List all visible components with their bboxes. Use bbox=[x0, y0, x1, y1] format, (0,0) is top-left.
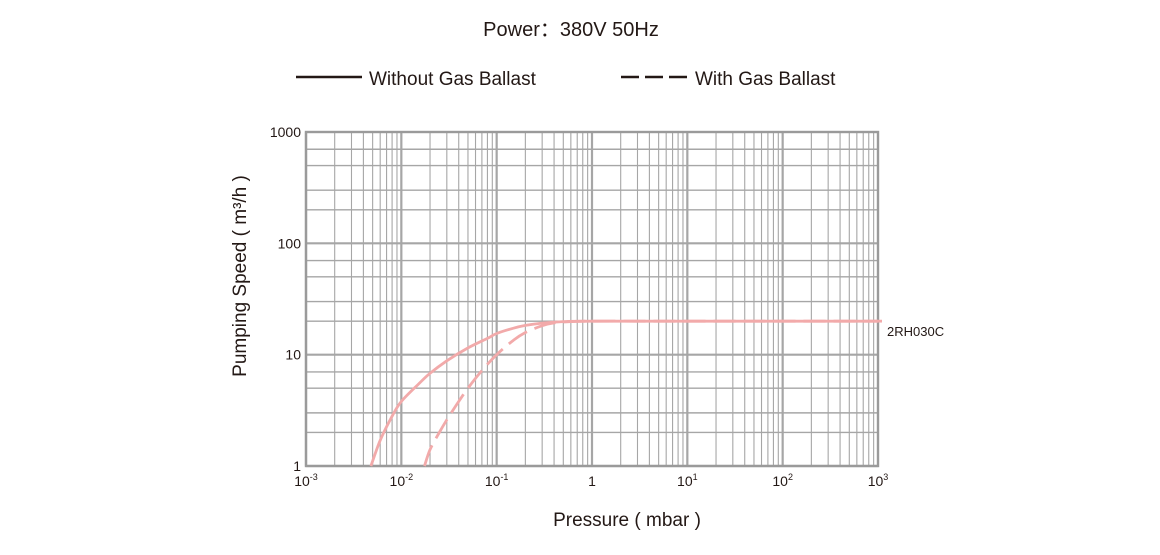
grid-lines bbox=[304, 132, 878, 468]
legend-label-with-gas-ballast: With Gas Ballast bbox=[695, 69, 836, 90]
x-tick-label: 10-1 bbox=[485, 472, 509, 489]
x-tick-label: 101 bbox=[677, 472, 698, 489]
y-axis-label: Pumping Speed ( m³/h ) bbox=[230, 175, 251, 377]
y-tick-label: 1 bbox=[293, 458, 301, 474]
x-tick-label: 102 bbox=[772, 472, 793, 489]
y-tick-label: 1000 bbox=[270, 124, 301, 140]
x-tick-labels: 10-3 10-2 10-1 1 101 102 103 bbox=[294, 472, 888, 489]
model-annotation-2rh030c: 2RH030C bbox=[887, 324, 944, 339]
plot-frame bbox=[304, 130, 880, 468]
chart-legend: Without Gas Ballast With Gas Ballast bbox=[296, 69, 836, 90]
series-layer bbox=[369, 319, 882, 467]
x-tick-label: 103 bbox=[868, 472, 889, 489]
x-tick-label: 1 bbox=[588, 473, 596, 489]
y-tick-label: 100 bbox=[278, 235, 302, 251]
series-line-with-gas-ballast bbox=[423, 319, 878, 467]
plot-border bbox=[304, 130, 880, 468]
legend-label-without-gas-ballast: Without Gas Ballast bbox=[369, 69, 537, 90]
x-tick-label: 10-2 bbox=[390, 472, 414, 489]
y-tick-label: 10 bbox=[285, 347, 301, 363]
chart-title: Power：380V 50Hz bbox=[483, 19, 659, 41]
x-tick-label: 10-3 bbox=[294, 472, 318, 489]
y-tick-labels: 1 10 100 1000 bbox=[270, 124, 301, 474]
x-axis-label: Pressure ( mbar ) bbox=[553, 510, 701, 531]
